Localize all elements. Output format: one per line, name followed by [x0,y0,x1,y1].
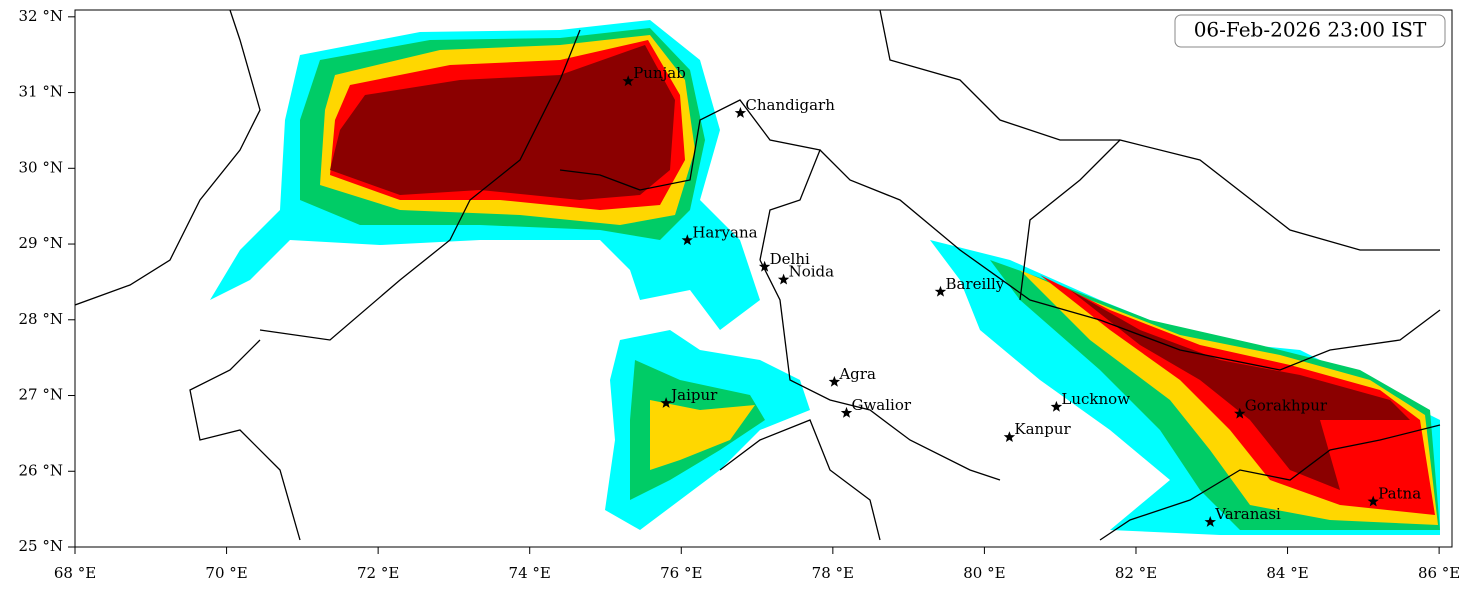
city-label: Lucknow [1061,390,1130,408]
x-tick-label: 84 °E [1266,564,1308,582]
city-label: Gorakhpur [1245,397,1328,415]
city-marker [828,375,841,387]
city-label: Chandigarh [745,96,835,114]
city-marker [681,234,693,246]
city-marker [1003,431,1016,442]
city-marker [1234,407,1246,419]
frame [74,9,1453,548]
x-tick-label: 80 °E [963,564,1005,582]
x-tick-label: 68 °E [54,564,96,582]
city-label: Punjab [633,64,686,82]
x-tick-label: 78 °E [812,564,854,582]
city-marker [934,285,947,297]
x-tick-label: 74 °E [509,564,551,582]
precipitation-field [210,20,1440,535]
boundaries [75,10,1441,541]
y-tick-label: 28 °N [19,310,63,328]
city-label: Delhi [770,250,810,268]
y-tick-label: 31 °N [19,83,63,101]
city-label: Noida [789,263,835,281]
y-tick-label: 32 °N [19,7,63,25]
title: 06-Feb-2026 23:00 IST [1194,18,1427,42]
city-marker [1367,495,1379,507]
city-label: Bareilly [945,275,1004,293]
city-label: Haryana [692,223,757,241]
x-tick-label: 86 °E [1418,564,1460,582]
x-tick-label: 82 °E [1115,564,1157,582]
x-tick-label: 76 °E [660,564,702,582]
city-marker [1204,516,1216,527]
city-label: Varanasi [1214,505,1281,523]
city-label: Patna [1378,485,1421,503]
y-tick-label: 25 °N [19,537,63,555]
x-tick-label: 72 °E [357,564,399,582]
x-tick-label: 70 °E [205,564,247,582]
city-marker [660,397,672,408]
city-marker [777,273,790,285]
city-marker [840,406,853,418]
title-box [1174,14,1446,48]
city-marker [1050,400,1063,412]
city-marker [734,107,747,118]
y-tick-label: 26 °N [19,461,63,479]
y-tick-label: 29 °N [19,234,63,252]
city-marker [758,260,771,272]
city-label: Kanpur [1014,420,1071,438]
city-label: Agra [838,365,876,383]
city-marker [622,75,634,87]
y-tick-label: 27 °N [19,386,63,404]
city-label: Gwalior [851,396,911,414]
city-label: Jaipur [669,386,718,404]
y-tick-label: 30 °N [19,158,63,176]
